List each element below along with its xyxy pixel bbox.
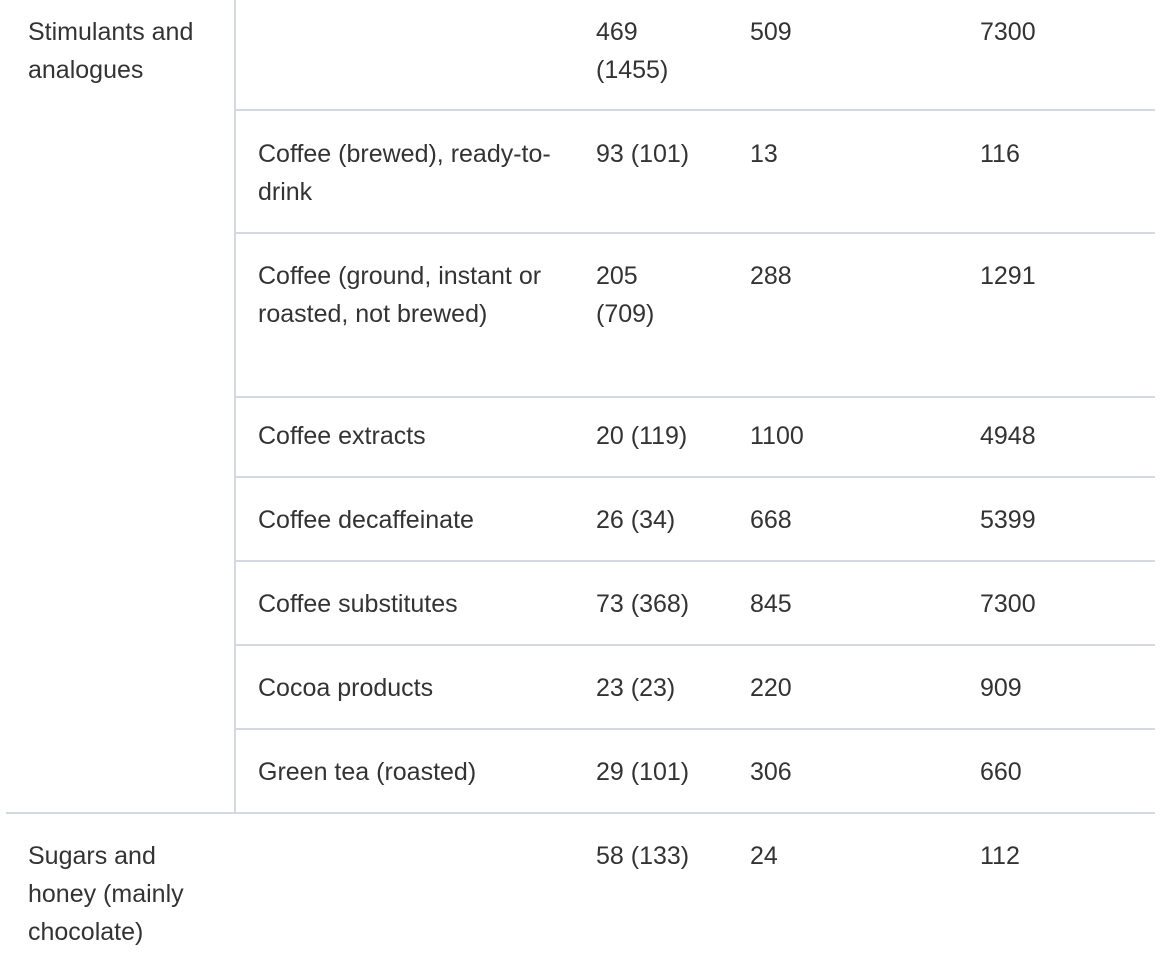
item-col4: 668 [750,506,792,534]
item-name: Green tea (roasted) [258,758,477,786]
category-cell: Sugars and honey (mainly chocolate) [28,842,184,946]
item-col4: 845 [750,590,792,618]
item-col4: 1100 [750,422,804,450]
item-name: Cocoa products [258,674,434,702]
item-col3: 20 (119) [596,422,688,450]
row-divider [235,728,1155,730]
item-col4: 13 [750,140,778,168]
summary-col4: 24 [750,842,778,870]
item-name: Coffee (ground, instant or roasted, not … [258,262,542,328]
row-divider [235,644,1155,646]
item-col5: 116 [980,140,1020,168]
item-name: Coffee extracts [258,422,426,450]
group-divider [6,812,1155,814]
row-divider [235,396,1155,398]
row-divider [235,109,1155,111]
row-divider [235,232,1155,234]
category-cell: Stimulants and analogues [28,18,194,84]
item-col3: 29 (101) [596,758,690,786]
item-col3: 26 (34) [596,506,676,534]
item-col5: 4948 [980,422,1036,450]
item-col5: 660 [980,758,1022,786]
item-col3: 205 (709) [596,262,655,328]
item-name: Coffee substitutes [258,590,458,618]
summary-col5: 112 [980,842,1020,870]
item-col5: 5399 [980,506,1036,534]
item-col4: 220 [750,674,792,702]
item-col5: 909 [980,674,1022,702]
item-name: Coffee (brewed), ready-to-drink [258,140,551,206]
item-col3: 73 (368) [596,590,690,618]
summary-col3: 469 (1455) [596,18,669,84]
item-col5: 7300 [980,590,1036,618]
summary-col3: 58 (133) [596,842,690,870]
summary-col5: 7300 [980,18,1036,46]
item-col3: 23 (23) [596,674,676,702]
row-divider [235,476,1155,478]
item-col3: 93 (101) [596,140,690,168]
item-col4: 288 [750,262,792,290]
item-col5: 1291 [980,262,1036,290]
item-name: Coffee decaffeinate [258,506,474,534]
item-col4: 306 [750,758,792,786]
column-divider [234,0,236,813]
row-divider [235,560,1155,562]
summary-col4: 509 [750,18,792,46]
